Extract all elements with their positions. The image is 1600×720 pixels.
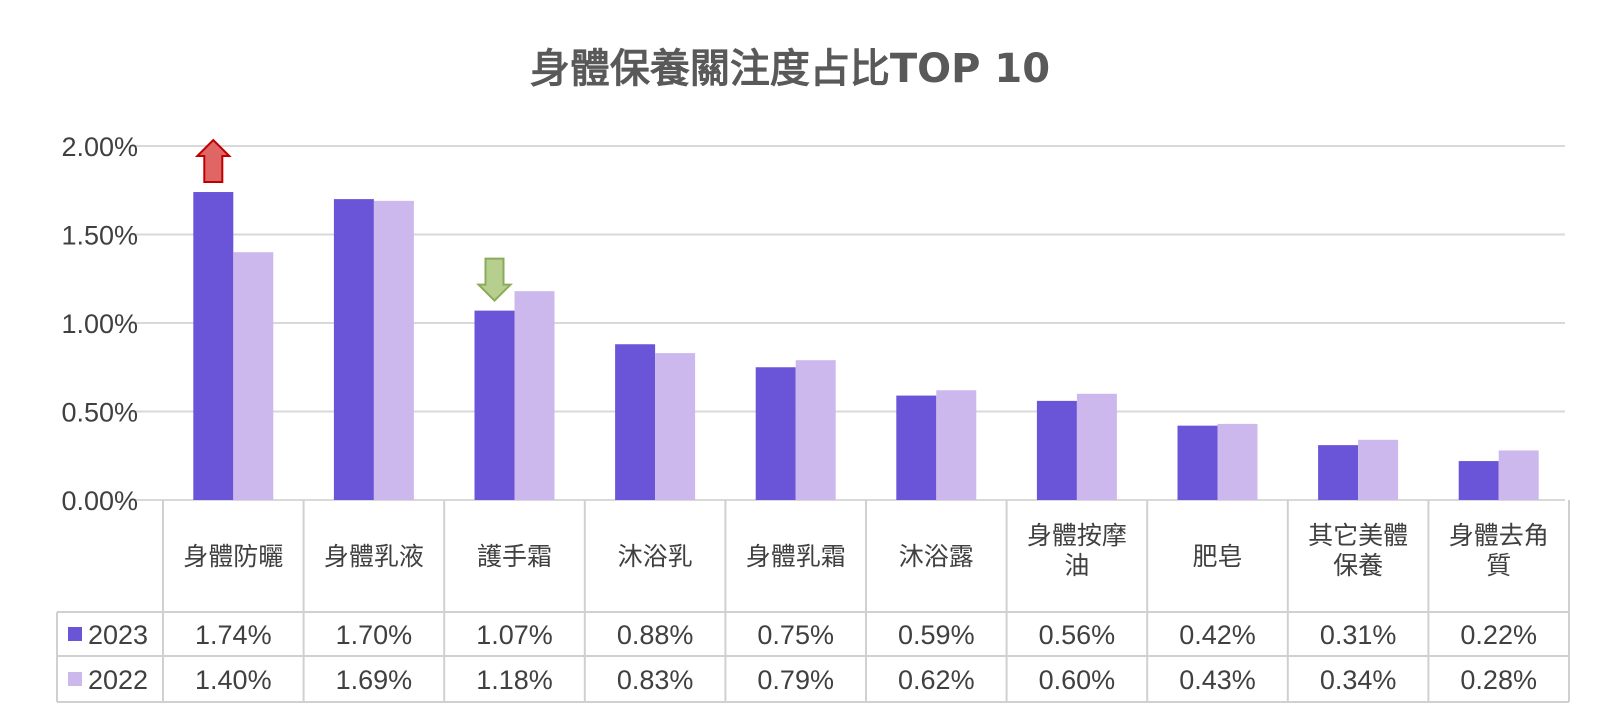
data-table-cell: 0.28% [1460, 665, 1537, 695]
data-table-cell: 1.07% [476, 620, 553, 650]
bar-2023-9 [1458, 461, 1499, 500]
bar-2023-4 [755, 367, 796, 500]
category-label: 護手霜 [477, 542, 552, 571]
bars [193, 192, 1539, 500]
bar-2022-3 [655, 353, 696, 500]
bar-2022-8 [1358, 439, 1399, 500]
bar-2023-5 [896, 395, 937, 500]
up-arrow-icon [194, 138, 232, 184]
y-tick-label: 0.00% [61, 486, 138, 516]
data-table-cell: 0.60% [1039, 665, 1116, 695]
data-table-cell: 0.75% [757, 620, 834, 650]
data-table-cell: 0.31% [1320, 620, 1397, 650]
data-table-cell: 1.70% [336, 620, 413, 650]
y-tick-label: 1.00% [61, 309, 138, 339]
legend-swatch-2023 [68, 627, 82, 641]
bar-2022-2 [514, 291, 555, 500]
bar-2023-6 [1036, 400, 1077, 500]
data-table-cell: 0.88% [617, 620, 694, 650]
bar-2022-5 [936, 390, 977, 500]
data-table-cell: 0.56% [1039, 620, 1116, 650]
data-table-cell: 1.74% [195, 620, 272, 650]
data-table-cell: 0.42% [1179, 620, 1256, 650]
chart-title: 身體保養關注度占比TOP 10 [530, 46, 1050, 92]
bar-2023-7 [1177, 425, 1218, 500]
bar-2023-0 [193, 192, 234, 500]
data-table-cell: 0.79% [757, 665, 834, 695]
data-table-cell: 1.69% [336, 665, 413, 695]
category-label: 肥皂 [1192, 542, 1242, 571]
y-axis-tick-labels: 0.00% 0.50% 1.00% 1.50% 2.00% [61, 132, 138, 516]
category-label: 身體去角 [1449, 521, 1549, 550]
bar-2022-1 [373, 200, 414, 500]
category-label: 保養 [1333, 551, 1383, 580]
category-label: 身體乳霜 [746, 542, 846, 571]
bar-2023-8 [1318, 445, 1359, 500]
category-label: 油 [1064, 551, 1089, 580]
category-label: 質 [1486, 551, 1511, 580]
bar-2022-6 [1076, 393, 1117, 500]
annotation-arrows [194, 138, 513, 303]
bar-2023-2 [474, 310, 515, 500]
y-tick-label: 1.50% [61, 221, 138, 251]
data-table-cell: 0.22% [1460, 620, 1537, 650]
data-table-cell: 0.43% [1179, 665, 1256, 695]
legend-label: 2023 [88, 620, 148, 650]
bar-2023-1 [333, 199, 374, 500]
category-label: 其它美體 [1308, 521, 1408, 550]
data-table-cell: 0.34% [1320, 665, 1397, 695]
data-table-cell: 0.59% [898, 620, 975, 650]
data-table-cell: 0.83% [617, 665, 694, 695]
category-label: 身體按摩 [1027, 521, 1127, 550]
y-tick-label: 0.50% [61, 398, 138, 428]
down-arrow-icon [476, 257, 513, 303]
bar-2022-9 [1498, 450, 1539, 500]
category-label: 沐浴乳 [618, 542, 693, 571]
data-table-cell: 0.62% [898, 665, 975, 695]
bar-2022-4 [795, 360, 836, 500]
category-label: 身體防曬 [183, 542, 283, 571]
legend-swatch-2022 [68, 672, 82, 686]
bar-2023-3 [615, 344, 656, 500]
data-table-cell: 1.18% [476, 665, 553, 695]
data-table-cell: 1.40% [195, 665, 272, 695]
bar-2022-0 [233, 252, 274, 500]
y-tick-label: 2.00% [61, 132, 138, 162]
bar-2022-7 [1217, 423, 1258, 500]
legend-label: 2022 [88, 665, 148, 695]
category-label: 沐浴露 [899, 542, 974, 571]
category-label: 身體乳液 [324, 542, 424, 571]
